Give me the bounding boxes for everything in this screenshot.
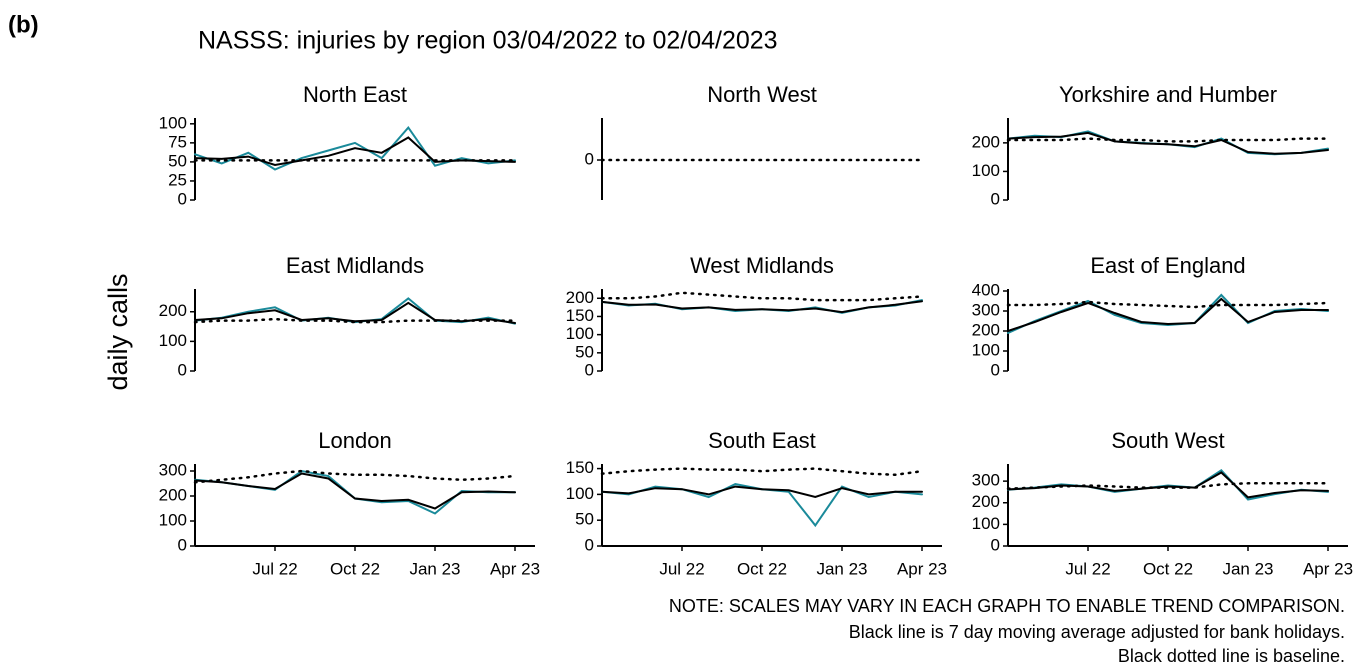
baseline — [193, 469, 517, 484]
baseline — [1006, 482, 1330, 490]
series-line — [194, 136, 516, 167]
note: Black line is 7 day moving average adjus… — [849, 622, 1345, 642]
note: Black dotted line is baseline. — [1118, 646, 1345, 666]
y-tick-label: 400 — [972, 280, 1000, 299]
series-line — [194, 472, 516, 510]
y-tick-label: 0 — [991, 535, 1000, 554]
panel-title: East of England — [1090, 253, 1245, 278]
x-tick-label: Jul 22 — [659, 559, 704, 578]
x-tick-label: Jan 23 — [409, 559, 460, 578]
series-line — [194, 301, 516, 324]
series-line — [1007, 131, 1329, 155]
y-tick-label: 0 — [585, 535, 594, 554]
y-tick-label: 300 — [972, 471, 1000, 490]
x-tick-label: Oct 22 — [330, 559, 380, 578]
series-line — [194, 125, 516, 171]
y-tick-label: 50 — [168, 151, 187, 170]
y-tick-label: 100 — [972, 514, 1000, 533]
series-line — [1007, 130, 1329, 156]
y-tick-label: 150 — [566, 306, 594, 325]
panel-title: West Midlands — [690, 253, 834, 278]
y-tick-label: 100 — [159, 113, 187, 132]
panel-title: Yorkshire and Humber — [1059, 82, 1277, 107]
x-tick-label: Oct 22 — [737, 559, 787, 578]
y-tick-label: 100 — [972, 340, 1000, 359]
y-tick-label: 0 — [178, 360, 187, 379]
series-line — [1007, 297, 1329, 332]
baseline — [600, 467, 924, 477]
y-tick-label: 300 — [972, 300, 1000, 319]
baseline — [600, 291, 924, 302]
panel-title: South West — [1111, 428, 1224, 453]
y-tick-label: 0 — [178, 535, 187, 554]
panel-label: (b) — [8, 11, 39, 38]
y-tick-label: 75 — [168, 132, 187, 151]
x-tick-label: Jan 23 — [1222, 559, 1273, 578]
baseline — [1006, 137, 1330, 143]
y-tick-label: 0 — [585, 149, 594, 168]
y-tick-label: 200 — [159, 485, 187, 504]
panel-title: North East — [303, 82, 407, 107]
y-tick-label: 200 — [972, 492, 1000, 511]
figure-title: NASSS: injuries by region 03/04/2022 to … — [198, 27, 778, 55]
y-tick-label: 100 — [159, 331, 187, 350]
x-tick-label: Jan 23 — [816, 559, 867, 578]
panel-title: London — [318, 428, 391, 453]
panel-title: North West — [707, 82, 817, 107]
x-tick-label: Apr 23 — [1303, 559, 1353, 578]
x-tick-label: Apr 23 — [490, 559, 540, 578]
y-tick-label: 0 — [991, 360, 1000, 379]
y-tick-label: 200 — [566, 288, 594, 307]
y-tick-label: 100 — [566, 484, 594, 503]
series-line — [601, 483, 923, 528]
y-tick-label: 0 — [991, 189, 1000, 208]
y-tick-label: 200 — [972, 132, 1000, 151]
x-tick-label: Apr 23 — [897, 559, 947, 578]
baseline — [1006, 300, 1330, 309]
y-tick-label: 100 — [566, 324, 594, 343]
y-tick-label: 25 — [168, 170, 187, 189]
x-tick-label: Oct 22 — [1143, 559, 1193, 578]
series-line — [601, 300, 923, 314]
y-tick-label: 100 — [972, 161, 1000, 180]
y-tick-label: 50 — [575, 342, 594, 361]
panel-title: East Midlands — [286, 253, 424, 278]
y-tick-label: 150 — [566, 458, 594, 477]
series-line — [1007, 468, 1329, 501]
x-tick-label: Jul 22 — [252, 559, 297, 578]
y-tick-label: 0 — [585, 360, 594, 379]
y-axis-label: daily calls — [103, 273, 133, 390]
y-tick-label: 300 — [159, 460, 187, 479]
y-tick-label: 200 — [972, 320, 1000, 339]
y-tick-label: 200 — [159, 301, 187, 320]
y-tick-label: 100 — [159, 510, 187, 529]
series-line — [601, 485, 923, 499]
x-tick-label: Jul 22 — [1065, 559, 1110, 578]
note: NOTE: SCALES MAY VARY IN EACH GRAPH TO E… — [669, 596, 1345, 616]
panel-title: South East — [708, 428, 816, 453]
y-tick-label: 50 — [575, 510, 594, 529]
baseline — [193, 317, 517, 324]
y-tick-label: 0 — [178, 189, 187, 208]
